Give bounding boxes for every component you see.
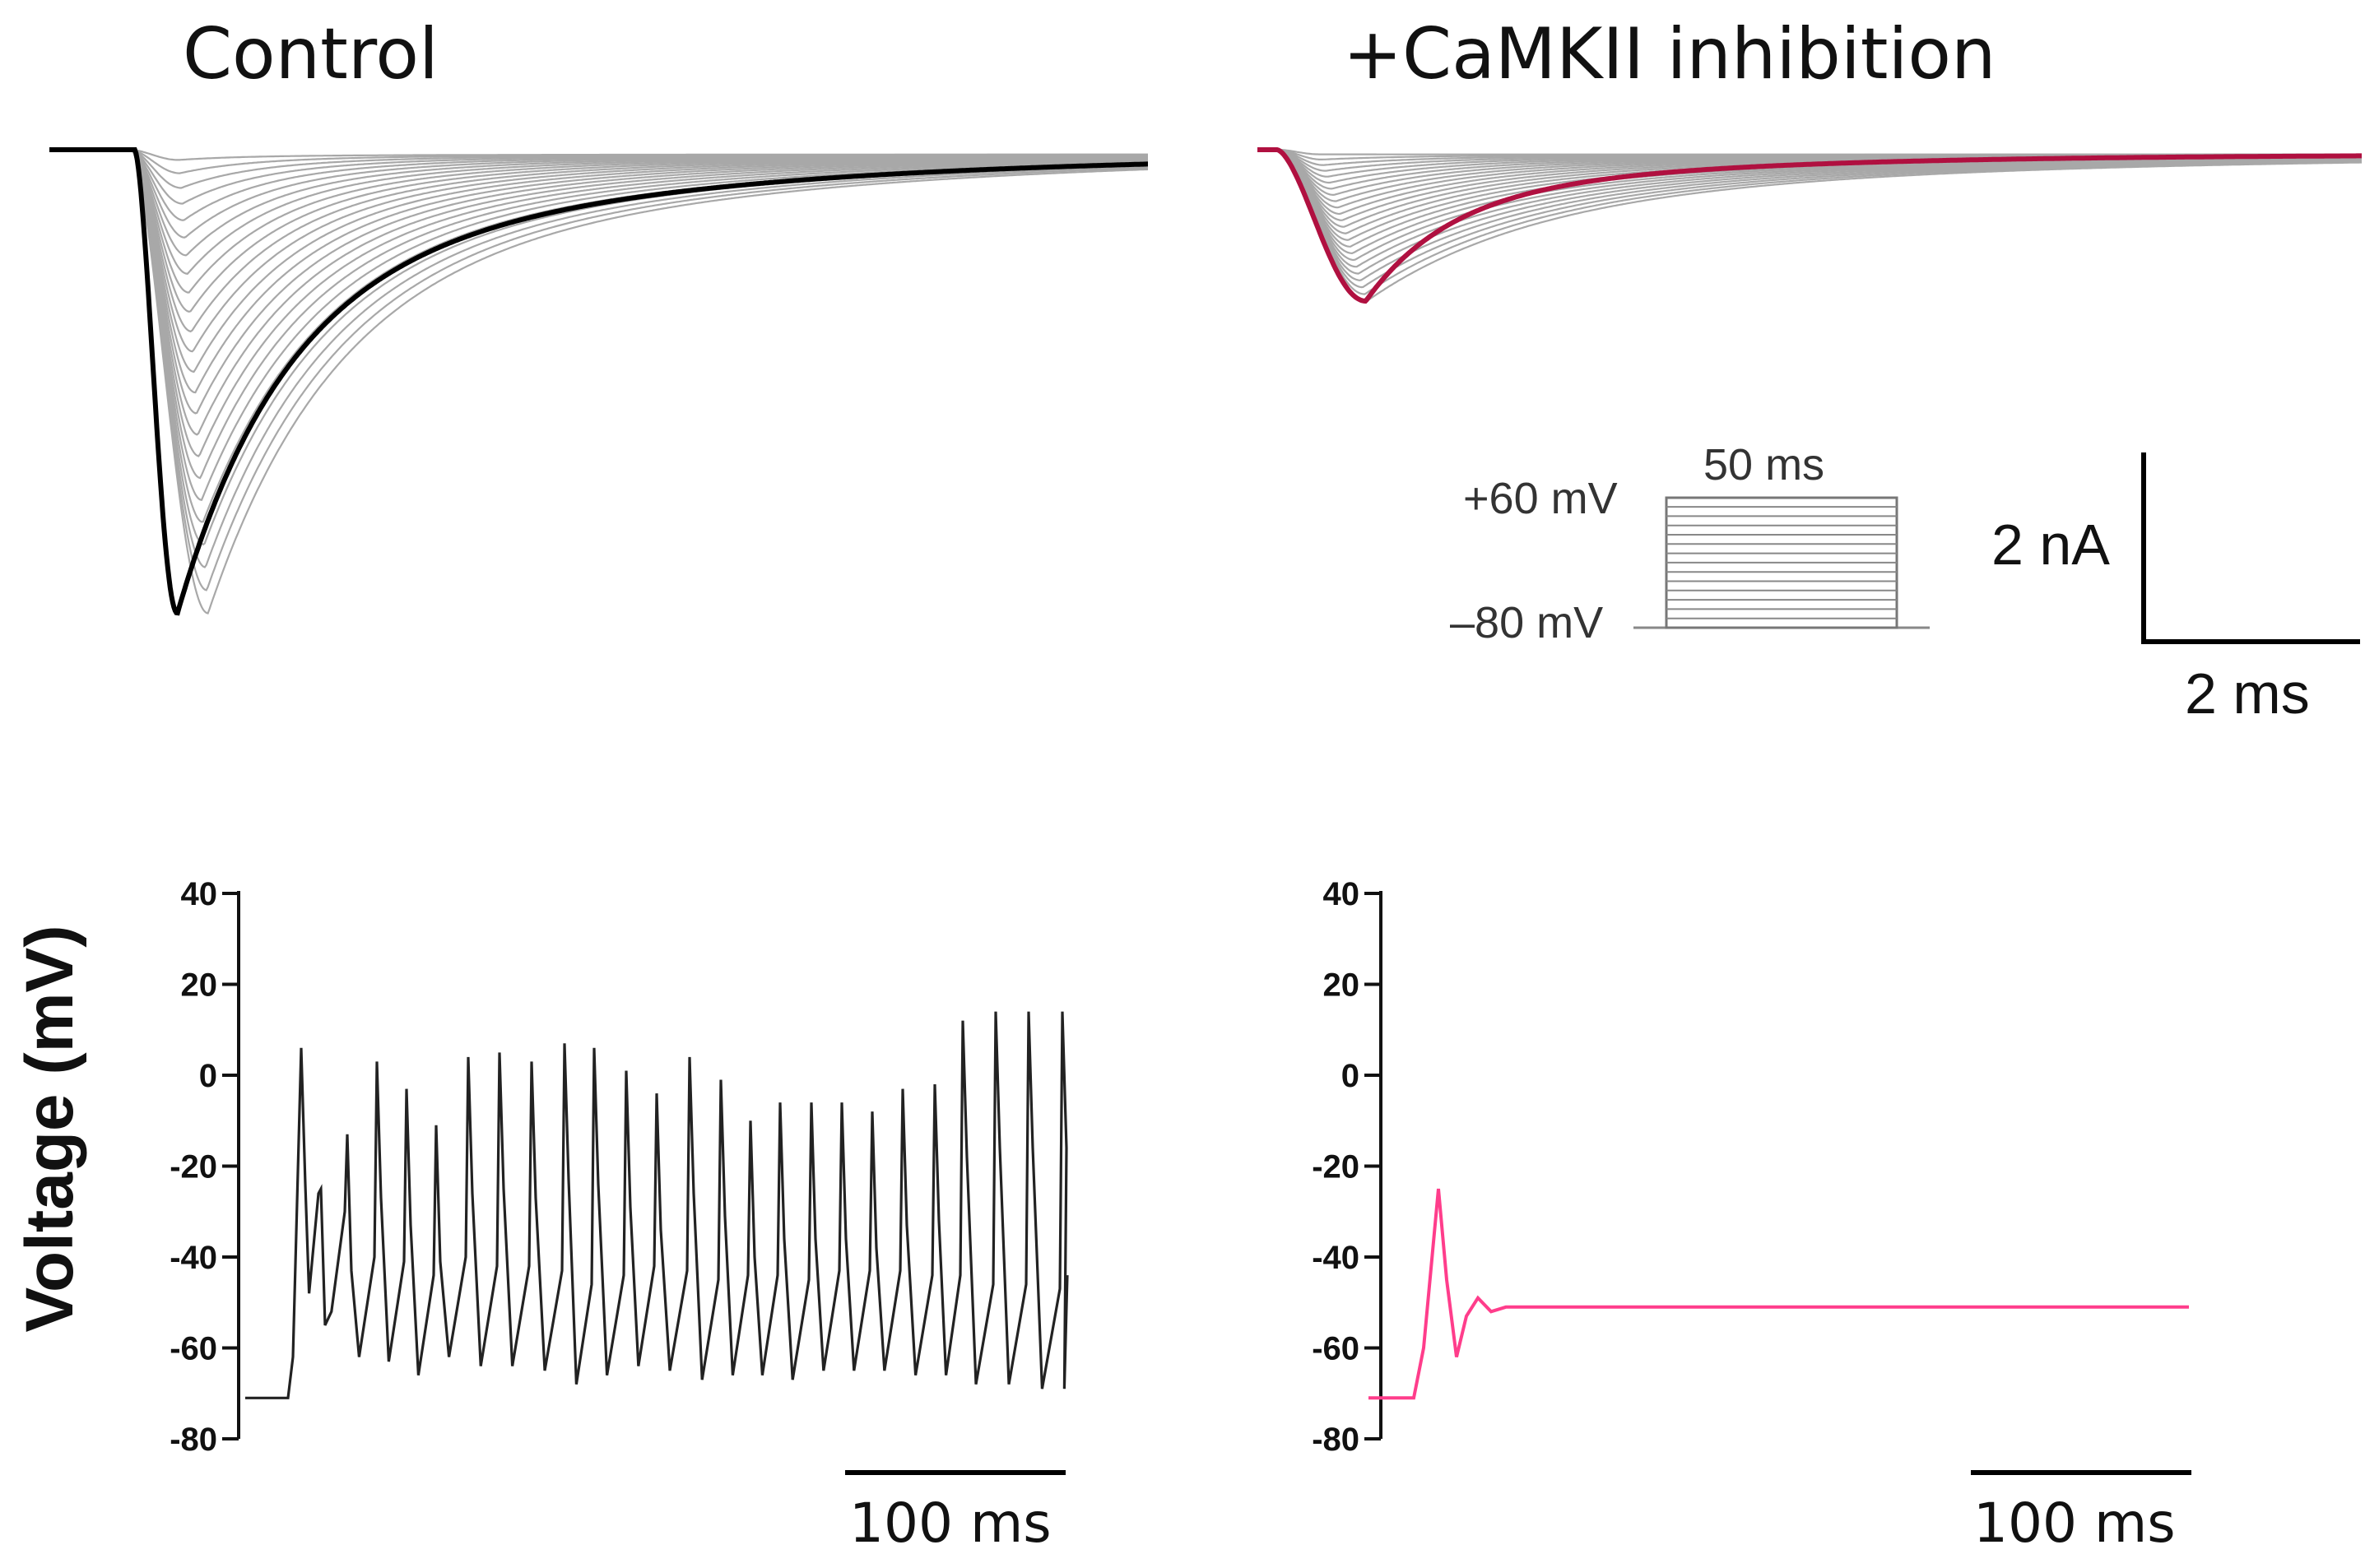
control-title: Control — [183, 13, 439, 95]
control-family-sweep — [49, 148, 1148, 353]
voltage-protocol: 50 ms +60 mV –80 mV — [1450, 440, 1930, 647]
control-family-sweep — [49, 148, 1148, 373]
control-family-sweep — [49, 148, 1148, 546]
inhibition-current-family — [1257, 148, 2363, 303]
voltage-axis-title: Voltage (mV) — [12, 925, 87, 1332]
control-current-trace — [49, 147, 1148, 616]
inhibition-voltage-trace — [1368, 1188, 2189, 1400]
protocol-top-voltage: +60 mV — [1463, 474, 1618, 523]
y-tick-label: 20 — [1323, 967, 1360, 1004]
inhibition-current-trace — [1257, 147, 2362, 304]
scale-bar-time-label: 2 ms — [2185, 661, 2310, 726]
control-voltage-axes: 40 20 0 -20 -40 -60 -80 — [170, 876, 240, 1458]
inhibition-voltage-axes: 40 20 0 -20 -40 -60 -80 — [1312, 876, 1382, 1458]
control-family-sweep — [49, 148, 1149, 480]
inhibition-title: +CaMKII inhibition — [1343, 13, 1996, 95]
inhibition-time-scale-label: 100 ms — [1973, 1491, 2176, 1555]
inhibition-family-sweep — [1257, 148, 2363, 295]
protocol-duration-label: 50 ms — [1703, 440, 1824, 489]
y-tick-label: -60 — [170, 1331, 217, 1367]
y-tick-label: -80 — [1312, 1422, 1359, 1458]
control-family-sweep — [49, 148, 1149, 568]
y-tick-label: -80 — [170, 1422, 217, 1458]
y-tick-label: 40 — [181, 876, 218, 912]
y-tick-label: 40 — [1323, 876, 1360, 912]
inhibition-family-sweep — [1257, 148, 2362, 303]
y-tick-label: -40 — [1312, 1240, 1359, 1276]
current-scale-bar: 2 nA 2 ms — [1991, 452, 2360, 726]
protocol-bottom-voltage: –80 mV — [1450, 598, 1603, 647]
control-family-sweep — [49, 148, 1149, 615]
inhibition-family-sweep — [1257, 148, 2362, 289]
control-family-sweep — [49, 148, 1149, 415]
control-family-sweep — [49, 148, 1148, 436]
y-tick-label: 0 — [1341, 1058, 1359, 1094]
control-family-sweep — [49, 148, 1148, 457]
control-current-family — [49, 148, 1149, 615]
y-tick-label: 0 — [199, 1058, 217, 1094]
y-tick-label: -40 — [170, 1240, 217, 1276]
y-tick-label: -20 — [1312, 1149, 1359, 1185]
scale-bar-current-label: 2 nA — [1991, 513, 2110, 577]
y-tick-label: -20 — [170, 1149, 217, 1185]
control-voltage-trace — [245, 1011, 1069, 1399]
control-family-sweep — [49, 148, 1149, 591]
y-tick-label: -60 — [1312, 1331, 1359, 1367]
control-time-scale-label: 100 ms — [849, 1491, 1052, 1555]
control-family-sweep — [49, 148, 1148, 394]
y-tick-label: 20 — [181, 967, 218, 1004]
